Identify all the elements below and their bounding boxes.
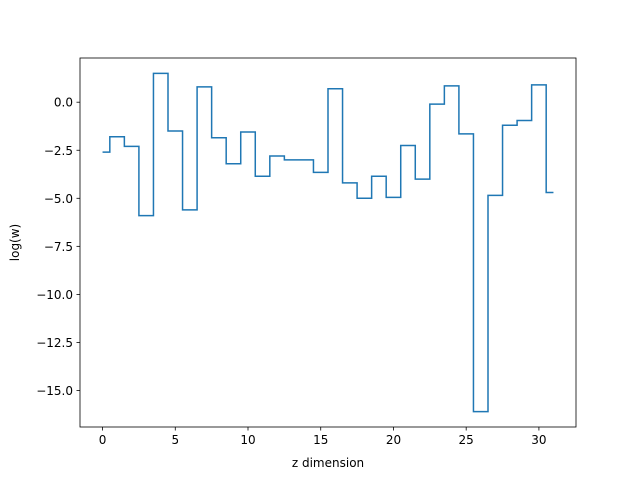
- axes-frame: [79, 57, 577, 428]
- y-axis-label: log(w): [8, 224, 22, 261]
- x-tick-label: 15: [313, 433, 328, 447]
- y-tick-label: −12.5: [36, 336, 73, 350]
- y-tick-label: −15.0: [36, 384, 73, 398]
- x-tick-label: 20: [386, 433, 401, 447]
- series-line-0: [102, 72, 554, 413]
- x-tick-label: 5: [171, 433, 179, 447]
- y-tick-label: −2.5: [44, 144, 73, 158]
- x-tick-label: 30: [531, 433, 546, 447]
- plot-area: [102, 72, 554, 413]
- axes: 0 5 10 15 20 25 30 0.0 −2.5 −5.0 −7.5 −10.0 −12.5 −15…: [36, 57, 577, 447]
- x-axis-label: z dimension: [292, 456, 364, 470]
- y-tick-label: −5.0: [44, 192, 73, 206]
- y-tick-label: 0.0: [54, 96, 73, 110]
- x-tick-label: 25: [459, 433, 474, 447]
- x-tick-label: 0: [99, 433, 107, 447]
- y-tick-label: −7.5: [44, 240, 73, 254]
- x-tick-label: 10: [240, 433, 255, 447]
- y-tick-label: −10.0: [36, 288, 73, 302]
